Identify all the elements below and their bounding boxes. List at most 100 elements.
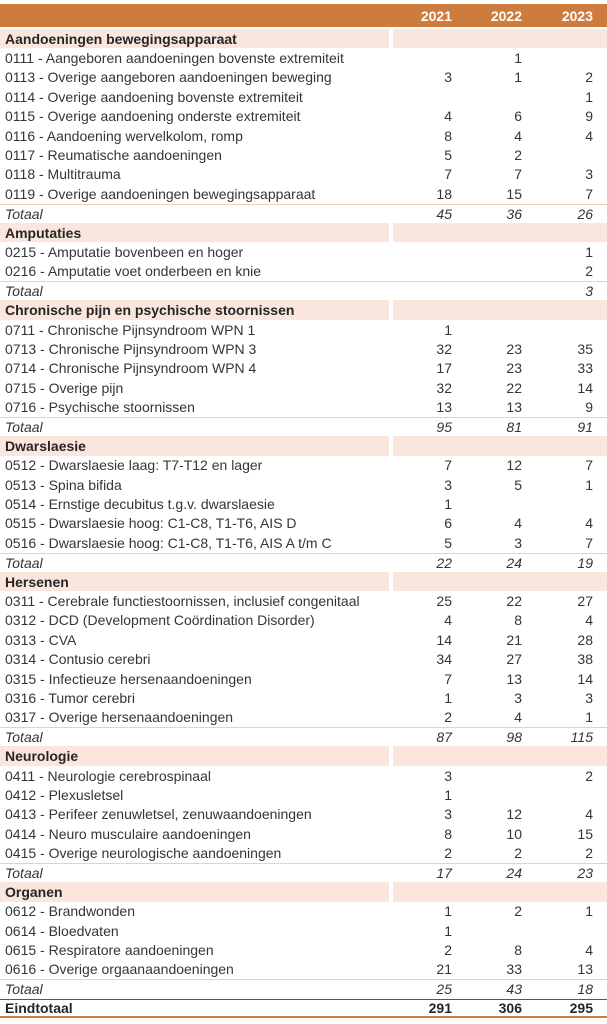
section-header-row: Amputaties (0, 222, 607, 243)
table-body: Aandoeningen bewegingsapparaat 0111 - Aan… (0, 29, 607, 1018)
value-2021: 32 (436, 340, 452, 357)
value-2021: 21 (436, 961, 452, 978)
value-2023: 14 (577, 379, 593, 396)
table-row: 0113 - Overige aangeboren aandoeningen b… (0, 68, 607, 87)
value-2023: 14 (577, 670, 593, 687)
section-column-gap (389, 222, 393, 243)
value-2022: 4 (514, 515, 522, 532)
value-2021: 3 (444, 767, 452, 784)
table-row: 0513 - Spina bifida 3 5 1 (0, 475, 607, 494)
value-2021: 95 (436, 419, 452, 435)
value-2023: 19 (577, 554, 593, 571)
row-label: 0612 - Brandwonden (5, 903, 135, 920)
section-title: Organen (0, 882, 389, 902)
value-2023: 1 (585, 243, 593, 260)
value-2023: 4 (585, 127, 593, 144)
section-title: Neurologie (0, 746, 389, 766)
value-2022: 81 (506, 419, 522, 435)
value-2023: 1 (585, 476, 593, 493)
value-2023: 35 (577, 340, 593, 357)
row-label: 0716 - Psychische stoornissen (5, 399, 195, 416)
value-2023: 28 (577, 631, 593, 648)
value-2021: 1 (444, 689, 452, 706)
section-total-row: Totaal 87 98 115 (0, 727, 607, 746)
value-2021: 1 (444, 786, 452, 803)
value-2021: 1 (444, 496, 452, 513)
row-label: 0714 - Chronische Pijnsyndroom WPN 4 (5, 360, 257, 377)
value-2022: 36 (506, 205, 522, 222)
section-title: Aandoeningen bewegingsapparaat (0, 29, 389, 49)
section-title: Chronische pijn en psychische stoornisse… (0, 300, 389, 320)
row-label: 0415 - Overige neurologische aandoeninge… (5, 845, 282, 862)
value-2021: 14 (436, 631, 452, 648)
total-label: Totaal (5, 419, 43, 435)
value-2022: 1 (514, 50, 522, 67)
table-row: 0415 - Overige neurologische aandoeninge… (0, 843, 607, 862)
value-2023: 91 (577, 419, 593, 435)
table-row: 0714 - Chronische Pijnsyndroom WPN 4 17 23… (0, 359, 607, 378)
value-2023: 115 (570, 729, 593, 746)
value-2022: 21 (506, 631, 522, 648)
value-2022: 24 (506, 554, 522, 571)
value-2023: 4 (585, 515, 593, 532)
section-total-row: Totaal 22 24 19 (0, 552, 607, 572)
value-2022: 15 (506, 185, 522, 202)
total-label: Totaal (5, 729, 43, 746)
section-total-row: Totaal 95 81 91 (0, 416, 607, 436)
value-2022: 10 (506, 825, 522, 842)
table-row: 0216 - Amputatie voet onderbeen en knie 2 (0, 262, 607, 281)
value-2021: 3 (444, 69, 452, 86)
total-label: Totaal (5, 981, 43, 998)
value-2022: 3 (514, 534, 522, 551)
value-2023: 1 (585, 903, 593, 920)
value-2023: 33 (577, 360, 593, 377)
value-2023: 295 (569, 999, 593, 1016)
section-header-row: Neurologie (0, 746, 607, 766)
value-2021: 291 (428, 999, 452, 1016)
row-label: 0313 - CVA (5, 631, 77, 648)
value-2021: 1 (444, 903, 452, 920)
value-2021: 17 (436, 864, 452, 881)
value-2023: 4 (585, 806, 593, 823)
table-row: 0515 - Dwarslaesie hoog: C1-C8, T1-T6, A… (0, 514, 607, 533)
value-2021: 13 (436, 399, 452, 416)
value-2021: 2 (444, 845, 452, 862)
table-row: 0411 - Neurologie cerebrospinaal 3 2 (0, 766, 607, 785)
section-values-area (393, 882, 607, 902)
value-2021: 45 (436, 205, 452, 222)
value-2022: 306 (498, 999, 522, 1016)
row-label: 0314 - Contusio cerebri (5, 651, 151, 668)
value-2022: 2 (514, 147, 522, 164)
value-2022: 22 (506, 593, 522, 610)
value-2021: 25 (436, 981, 452, 998)
total-label: Totaal (5, 864, 43, 881)
row-label: 0316 - Tumor cerebri (5, 689, 135, 706)
section-column-gap (389, 300, 393, 320)
total-label: Totaal (5, 554, 43, 571)
value-2023: 23 (577, 864, 593, 881)
total-label: Totaal (5, 283, 43, 300)
section-column-gap (389, 571, 393, 592)
value-2023: 9 (585, 108, 593, 125)
row-label: 0413 - Perifeer zenuwletsel, zenuwaandoe… (5, 806, 312, 823)
section-column-gap (389, 436, 393, 456)
table-row: 0314 - Contusio cerebri 34 27 38 (0, 650, 607, 669)
value-2023: 7 (585, 534, 593, 551)
table-row: 0615 - Respiratore aandoeningen 2 8 4 (0, 940, 607, 959)
table-row: 0612 - Brandwonden 1 2 1 (0, 902, 607, 921)
row-label: 0515 - Dwarslaesie hoog: C1-C8, T1-T6, A… (5, 515, 297, 532)
value-2023: 7 (585, 457, 593, 474)
value-2022: 8 (514, 612, 522, 629)
value-2023: 15 (577, 825, 593, 842)
grand-total-label: Eindtotaal (5, 999, 73, 1016)
table-row: 0414 - Neuro musculaire aandoeningen 8 10 1… (0, 824, 607, 843)
section-values-area (393, 746, 607, 766)
row-label: 0713 - Chronische Pijnsyndroom WPN 3 (5, 340, 257, 357)
row-label: 0113 - Overige aangeboren aandoeningen b… (5, 69, 332, 86)
row-label: 0119 - Overige aandoeningen bewegingsapp… (5, 185, 316, 202)
section-column-gap (389, 882, 393, 902)
section-header-row: Dwarslaesie (0, 436, 607, 456)
year-header-2022: 2022 (490, 7, 522, 24)
value-2023: 13 (577, 961, 593, 978)
value-2023: 3 (585, 689, 593, 706)
